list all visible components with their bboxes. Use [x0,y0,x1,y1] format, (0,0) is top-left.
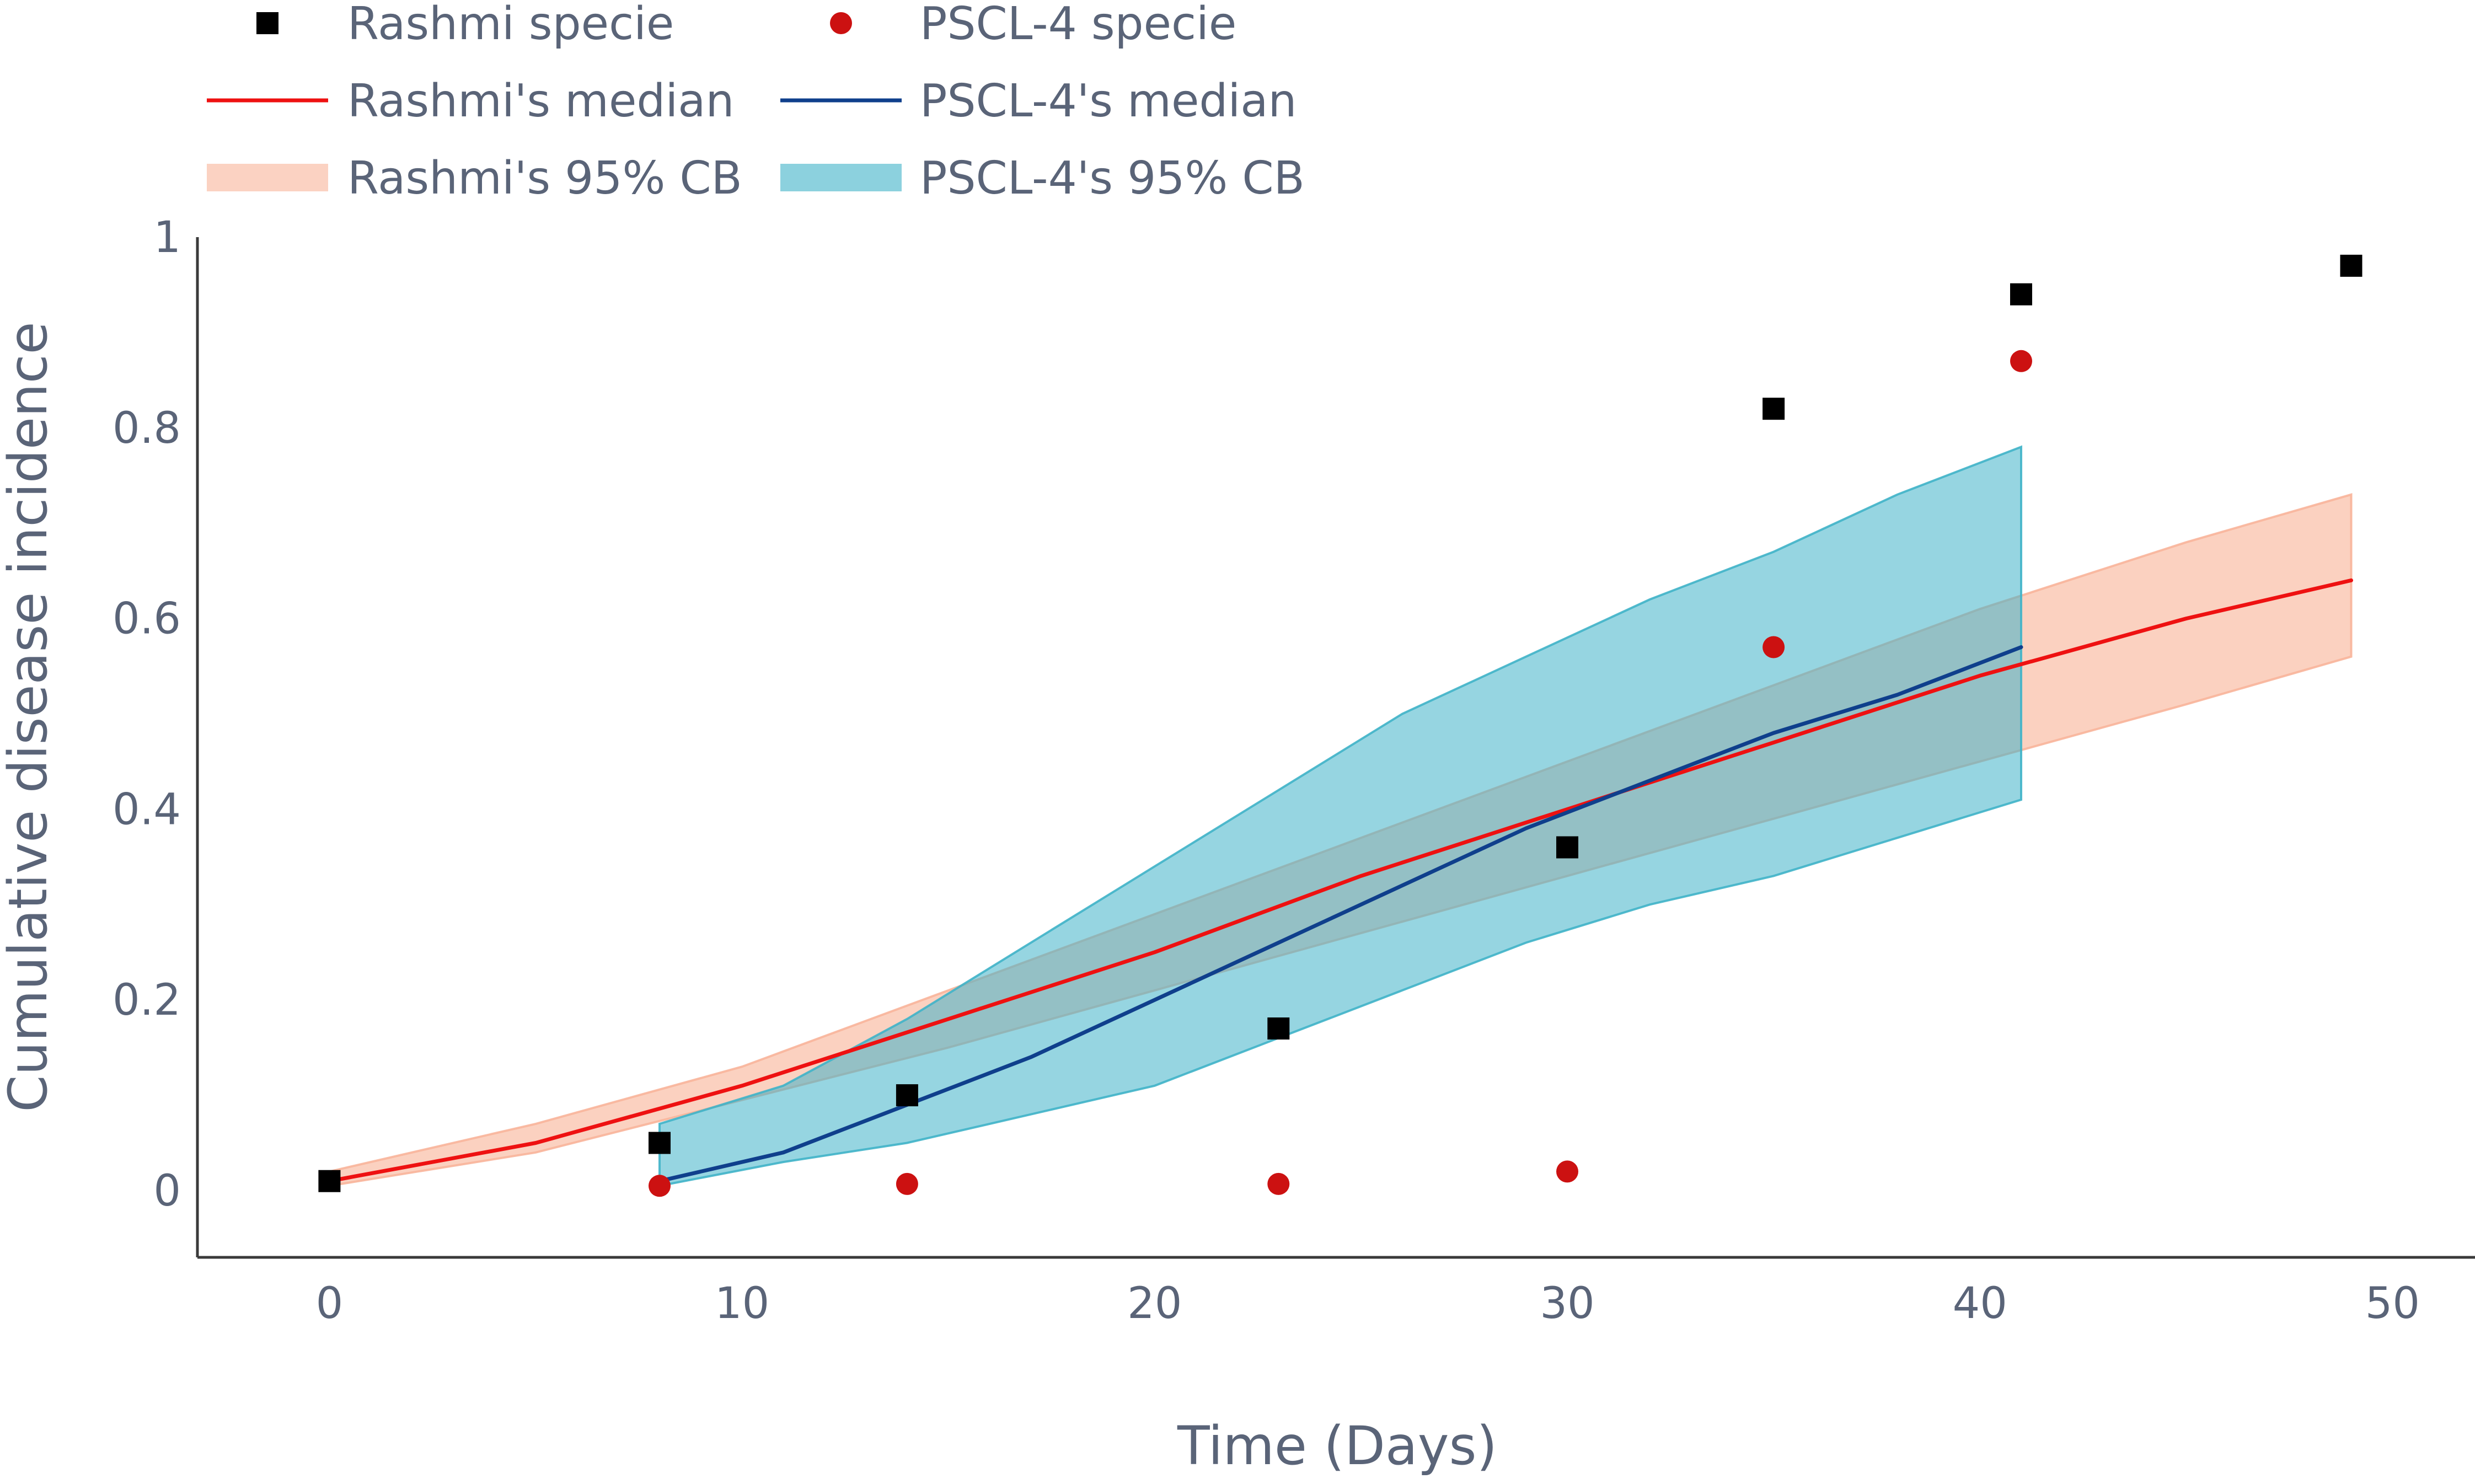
y-tick-label: 0 [153,1166,181,1216]
legend-label: PSCL-4's 95% CB [920,152,1305,205]
point-pscl-4-specie [896,1172,918,1195]
y-tick-label: 0.4 [113,785,181,834]
x-tick-label: 30 [1540,1279,1594,1328]
point-rashmi-specie [2340,254,2362,277]
x-tick-label: 20 [1127,1279,1182,1328]
legend-item-pscl-4s-median: PSCL-4's median [780,75,1297,127]
x-tick-label: 10 [715,1279,769,1328]
legend-swatch-square [256,12,278,34]
axes-layer [196,237,2475,1259]
x-tick-label: 0 [316,1279,344,1328]
point-pscl-4-specie [649,1175,671,1197]
x-tick-labels: 0 10 20 30 40 50 [316,1279,2420,1328]
legend: Rashmi specie PSCL-4 specie Rashmi's media… [207,0,1305,205]
point-rashmi-specie [649,1132,671,1154]
legend-swatch-band [780,164,902,191]
point-rashmi-specie [1267,1017,1290,1040]
point-rashmi-specie [1763,398,1785,420]
legend-item-pscl-4-specie: PSCL-4 specie [830,0,1236,50]
legend-item-pscl-4s-95-cb: PSCL-4's 95% CB [780,152,1305,205]
y-tick-label: 0.2 [113,976,181,1025]
legend-label: Rashmi specie [347,0,674,50]
x-tick-label: 40 [1953,1279,2007,1328]
line-rashmis-median [327,578,2353,1183]
legend-swatch-circle [830,12,852,34]
legend-item-rashmi-specie: Rashmi specie [256,0,674,50]
x-axis-title: Time (Days) [1177,1415,1497,1477]
y-tick-label: 0.8 [113,404,181,453]
median-lines-layer [327,578,2353,1183]
x-tick-label: 50 [2365,1279,2420,1328]
legend-swatch-band [207,164,328,191]
markers-layer [318,254,2362,1197]
bands-layer [328,445,2353,1187]
line-pscl-4s-median [657,645,2023,1183]
y-tick-label: 1 [153,213,181,262]
point-pscl-4-specie [1556,1160,1578,1183]
point-rashmi-specie [896,1084,918,1107]
point-pscl-4-specie [2010,350,2032,372]
band-pscl-4s-95-cb [658,445,2022,1187]
point-rashmi-specie [2010,283,2032,306]
legend-item-rashmis-95-cb: Rashmi's 95% CB [207,152,742,205]
point-pscl-4-specie [1763,636,1785,658]
point-rashmi-specie [318,1170,341,1192]
y-axis-title: Cumulative disease incidence [0,322,59,1112]
y-tick-label: 0.6 [113,594,181,644]
legend-label: Rashmi's median [347,75,734,127]
legend-item-rashmis-median: Rashmi's median [207,75,734,127]
legend-label: PSCL-4's median [920,75,1297,127]
legend-label: Rashmi's 95% CB [347,152,742,205]
legend-label: PSCL-4 specie [920,0,1236,50]
point-rashmi-specie [1556,836,1578,859]
y-tick-labels: 0 0.2 0.4 0.6 0.8 1 [113,213,181,1216]
point-pscl-4-specie [1267,1172,1290,1195]
